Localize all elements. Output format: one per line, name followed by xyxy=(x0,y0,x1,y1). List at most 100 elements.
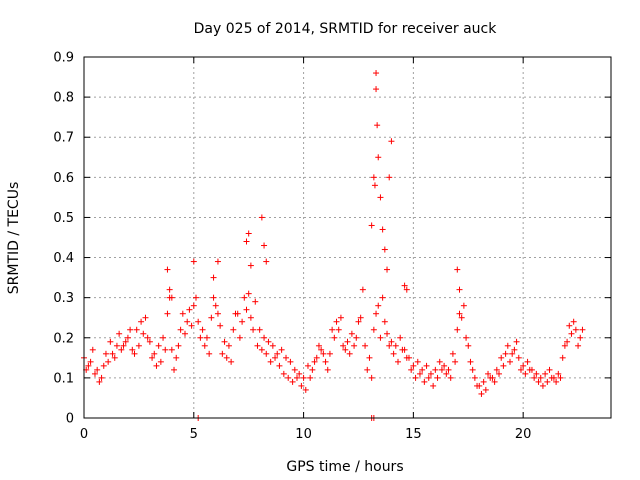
data-point xyxy=(430,382,437,389)
data-point xyxy=(236,334,243,341)
data-point xyxy=(425,374,432,381)
data-point xyxy=(480,378,487,385)
data-point xyxy=(177,326,184,333)
data-point xyxy=(287,358,294,365)
data-point xyxy=(496,370,503,377)
y-tick-label: 0.8 xyxy=(53,91,74,106)
data-point xyxy=(144,334,151,341)
data-point xyxy=(113,342,120,349)
y-axis-label: SRMTID / TECUs xyxy=(6,182,22,295)
data-point xyxy=(219,350,226,357)
data-point xyxy=(309,366,316,373)
data-point xyxy=(410,362,417,369)
data-point xyxy=(96,378,103,385)
data-point xyxy=(414,358,421,365)
data-point xyxy=(535,378,542,385)
data-point xyxy=(333,318,340,325)
data-point xyxy=(366,354,373,361)
data-point xyxy=(511,346,518,353)
data-point xyxy=(537,374,544,381)
data-point xyxy=(173,354,180,361)
data-point xyxy=(206,350,213,357)
data-point xyxy=(186,306,193,313)
x-tick-label: 20 xyxy=(515,427,532,442)
data-point xyxy=(91,370,98,377)
data-point xyxy=(421,378,428,385)
data-point xyxy=(280,370,287,377)
data-point xyxy=(210,294,217,301)
data-point xyxy=(217,322,224,329)
data-point xyxy=(456,286,463,293)
data-point xyxy=(471,374,478,381)
data-points xyxy=(81,70,586,421)
data-point xyxy=(368,222,375,229)
data-point xyxy=(342,346,349,353)
data-point xyxy=(438,366,445,373)
x-tick-label: 15 xyxy=(405,427,422,442)
data-point xyxy=(403,354,410,361)
data-point xyxy=(427,370,434,377)
data-point xyxy=(388,138,395,145)
data-point xyxy=(166,286,173,293)
data-point xyxy=(85,362,92,369)
data-point xyxy=(190,302,197,309)
plot-frame xyxy=(83,56,612,419)
y-tick-label: 0.6 xyxy=(53,171,74,186)
data-point xyxy=(241,294,248,301)
data-point xyxy=(506,358,513,365)
data-point xyxy=(579,326,586,333)
data-point xyxy=(160,334,167,341)
data-point xyxy=(463,334,470,341)
data-point xyxy=(142,314,149,321)
data-point xyxy=(278,346,285,353)
data-point xyxy=(239,318,246,325)
data-point xyxy=(291,366,298,373)
data-point xyxy=(460,302,467,309)
data-point xyxy=(138,318,145,325)
data-point xyxy=(357,314,364,321)
data-point xyxy=(269,342,276,349)
x-axis-label: GPS time / hours xyxy=(286,459,403,475)
data-point xyxy=(368,374,375,381)
x-tick-label: 5 xyxy=(190,427,198,442)
data-point xyxy=(335,326,342,333)
data-point xyxy=(324,366,331,373)
data-point xyxy=(500,362,507,369)
data-point xyxy=(467,358,474,365)
data-point xyxy=(412,374,419,381)
data-point xyxy=(555,370,562,377)
data-point xyxy=(408,366,415,373)
data-point xyxy=(258,214,265,221)
data-point xyxy=(184,318,191,325)
data-point xyxy=(98,374,105,381)
data-point xyxy=(539,382,546,389)
data-point xyxy=(381,246,388,253)
data-point xyxy=(370,326,377,333)
data-point xyxy=(283,354,290,361)
data-point xyxy=(111,354,118,361)
data-point xyxy=(498,354,505,361)
data-point xyxy=(179,310,186,317)
data-point xyxy=(164,266,171,273)
data-point xyxy=(307,374,314,381)
data-point xyxy=(116,330,123,337)
data-point xyxy=(102,350,109,357)
data-point xyxy=(557,374,564,381)
data-point xyxy=(351,342,358,349)
data-point xyxy=(515,354,522,361)
data-point xyxy=(311,358,318,365)
y-tick-label: 0 xyxy=(66,412,74,427)
data-point xyxy=(293,374,300,381)
data-point xyxy=(329,326,336,333)
data-point xyxy=(135,342,142,349)
data-point xyxy=(553,378,560,385)
data-point xyxy=(223,354,230,361)
data-point xyxy=(203,334,210,341)
data-point xyxy=(289,378,296,385)
data-point xyxy=(221,338,228,345)
data-point xyxy=(570,318,577,325)
gridlines xyxy=(84,57,611,418)
data-point xyxy=(572,326,579,333)
data-point xyxy=(263,350,270,357)
